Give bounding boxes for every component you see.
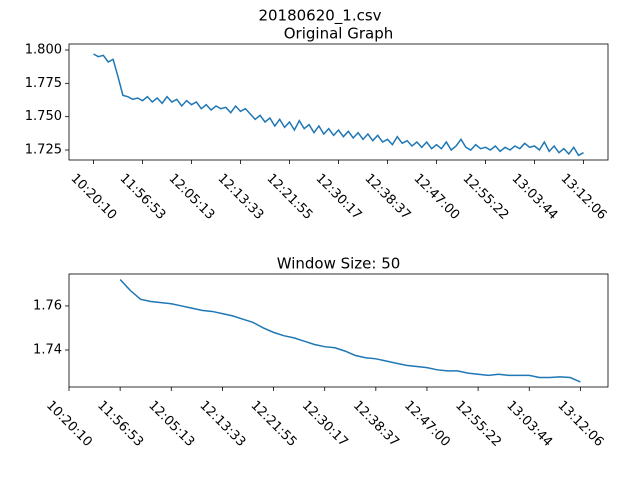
chart-title: Original Graph — [284, 25, 393, 43]
y-tick-label: 1.775 — [25, 76, 62, 91]
y-tick-label: 1.750 — [25, 109, 62, 124]
y-tick-label: 1.74 — [33, 342, 62, 357]
chart-title: Window Size: 50 — [277, 255, 401, 273]
y-tick-label: 1.800 — [25, 43, 62, 58]
data-line — [119, 278, 581, 383]
data-line — [93, 53, 584, 157]
plot-frame — [68, 43, 609, 161]
y-tick-label: 1.725 — [25, 143, 62, 158]
y-tick-label: 1.76 — [33, 298, 62, 313]
plot-frame — [68, 273, 609, 388]
figure-title: 20180620_1.csv — [258, 7, 381, 26]
